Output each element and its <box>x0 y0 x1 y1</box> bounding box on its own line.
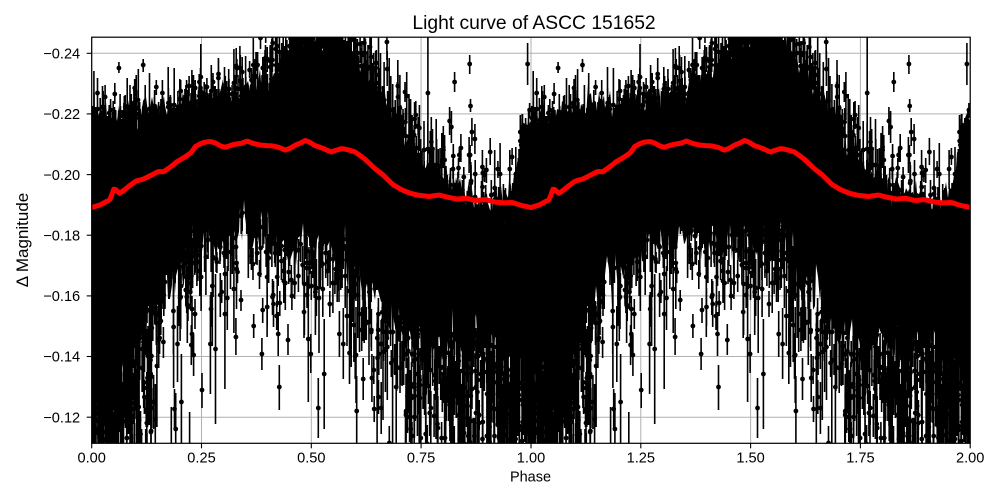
svg-text:0.75: 0.75 <box>407 450 435 466</box>
svg-text:Phase: Phase <box>510 470 551 486</box>
svg-text:−0.24: −0.24 <box>43 47 80 63</box>
svg-text:−0.22: −0.22 <box>43 107 80 123</box>
svg-text:Δ Magnitude: Δ Magnitude <box>13 193 32 288</box>
svg-text:−0.20: −0.20 <box>43 168 80 184</box>
svg-text:1.50: 1.50 <box>736 450 764 466</box>
svg-text:−0.14: −0.14 <box>43 350 80 366</box>
svg-text:−0.12: −0.12 <box>43 410 80 426</box>
svg-text:1.25: 1.25 <box>627 450 655 466</box>
svg-text:0.00: 0.00 <box>77 450 105 466</box>
svg-text:0.25: 0.25 <box>187 450 215 466</box>
svg-text:1.00: 1.00 <box>517 450 545 466</box>
svg-text:1.75: 1.75 <box>846 450 874 466</box>
svg-text:−0.18: −0.18 <box>43 228 80 244</box>
svg-text:2.00: 2.00 <box>956 450 984 466</box>
svg-text:−0.16: −0.16 <box>43 289 80 305</box>
svg-text:0.50: 0.50 <box>297 450 325 466</box>
svg-text:Light curve of ASCC 151652: Light curve of ASCC 151652 <box>412 13 655 34</box>
